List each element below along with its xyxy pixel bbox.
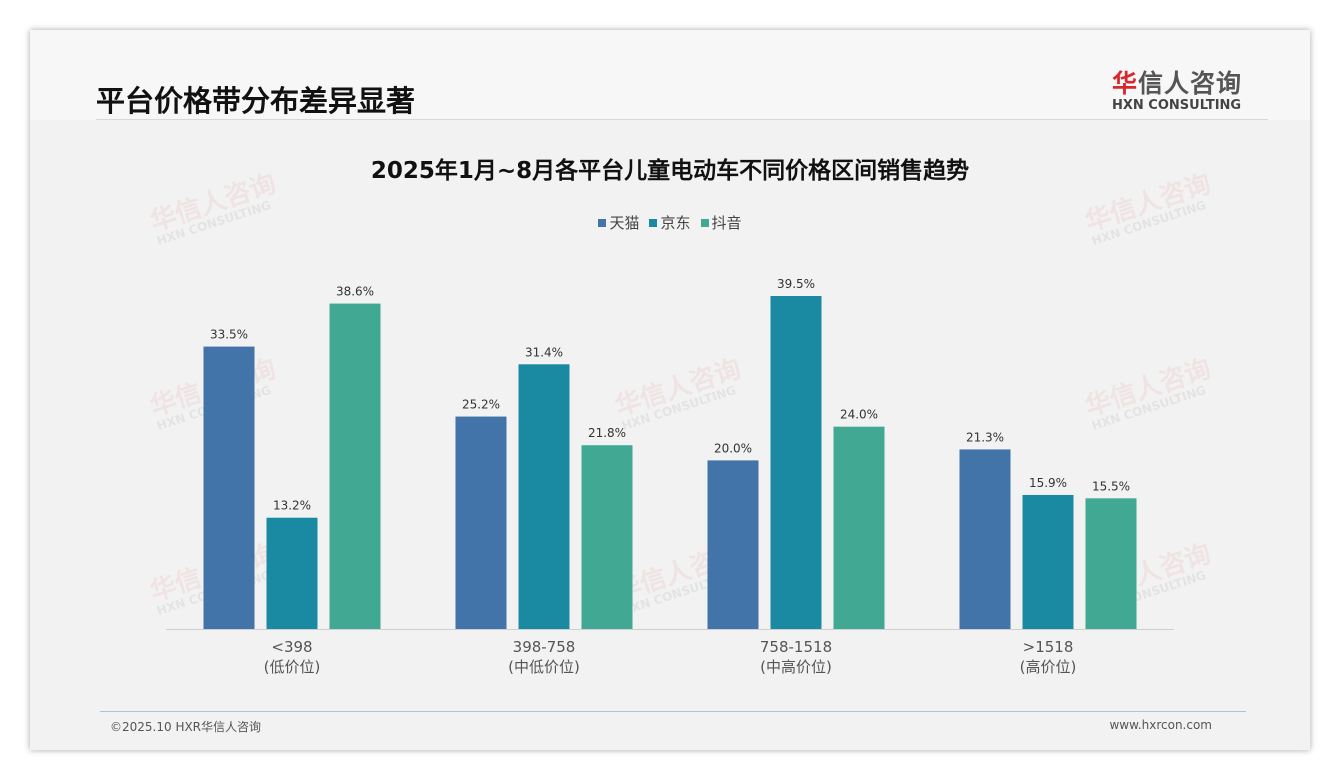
legend-item: 天猫 <box>598 214 639 232</box>
bar <box>1085 498 1137 629</box>
legend-label: 京东 <box>660 214 691 232</box>
data-label: 15.5% <box>1092 479 1130 493</box>
bar <box>1022 494 1074 629</box>
data-label: 25.2% <box>462 398 500 412</box>
data-label: 13.2% <box>273 499 311 513</box>
x-tick-sublabel: (低价位) <box>264 658 321 676</box>
footer-url: www.hxrcon.com <box>1109 718 1212 732</box>
logo-en: HXN CONSULTING <box>1112 98 1242 113</box>
legend-swatch <box>598 219 607 227</box>
bar <box>833 426 885 629</box>
footer-divider <box>100 711 1246 712</box>
data-label: 39.5% <box>777 277 815 291</box>
legend-label: 抖音 <box>711 214 742 232</box>
x-tick-sublabel: (高价位) <box>1020 658 1077 676</box>
legend: 天猫 京东 抖音 <box>0 212 1340 233</box>
x-tick-sublabel: (中低价位) <box>508 658 580 676</box>
data-label: 15.9% <box>1029 476 1067 490</box>
x-tick-label: >1518 <box>1023 638 1074 656</box>
bar <box>770 296 822 629</box>
bar <box>581 445 633 629</box>
bar <box>959 449 1011 629</box>
data-label: 38.6% <box>336 285 374 299</box>
bar <box>455 416 507 629</box>
data-label: 31.4% <box>525 345 563 359</box>
legend-item: 抖音 <box>700 214 742 232</box>
bar <box>203 346 255 629</box>
copyright: ©2025.10 HXR华信人咨询 <box>110 720 262 734</box>
legend-item: 京东 <box>649 214 691 232</box>
bar <box>266 517 318 629</box>
data-label: 24.0% <box>840 408 878 422</box>
legend-label: 天猫 <box>609 214 640 232</box>
bar <box>518 364 570 629</box>
data-label: 21.3% <box>966 430 1004 444</box>
x-tick-label: 758-1518 <box>760 638 832 656</box>
logo-red-char: 华 <box>1112 69 1139 98</box>
legend-swatch <box>649 219 658 227</box>
x-tick-label: <398 <box>271 638 312 656</box>
chart-title: 2025年1月~8月各平台儿童电动车不同价格区间销售趋势 <box>370 158 970 184</box>
divider <box>96 119 1268 120</box>
bar <box>707 460 759 629</box>
data-label: 20.0% <box>714 441 752 455</box>
header <box>30 30 1310 120</box>
data-label: 21.8% <box>588 426 626 440</box>
logo-cn: 信人咨询 <box>1138 69 1243 98</box>
bar <box>329 303 381 629</box>
x-tick-sublabel: (中高价位) <box>760 658 832 676</box>
logo: 华信人咨询 HXN CONSULTING <box>1112 64 1242 113</box>
legend-swatch <box>700 219 709 227</box>
page-title: 平台价格带分布差异显著 <box>96 84 416 118</box>
data-label: 33.5% <box>210 328 248 342</box>
x-tick-label: 398-758 <box>513 638 576 656</box>
